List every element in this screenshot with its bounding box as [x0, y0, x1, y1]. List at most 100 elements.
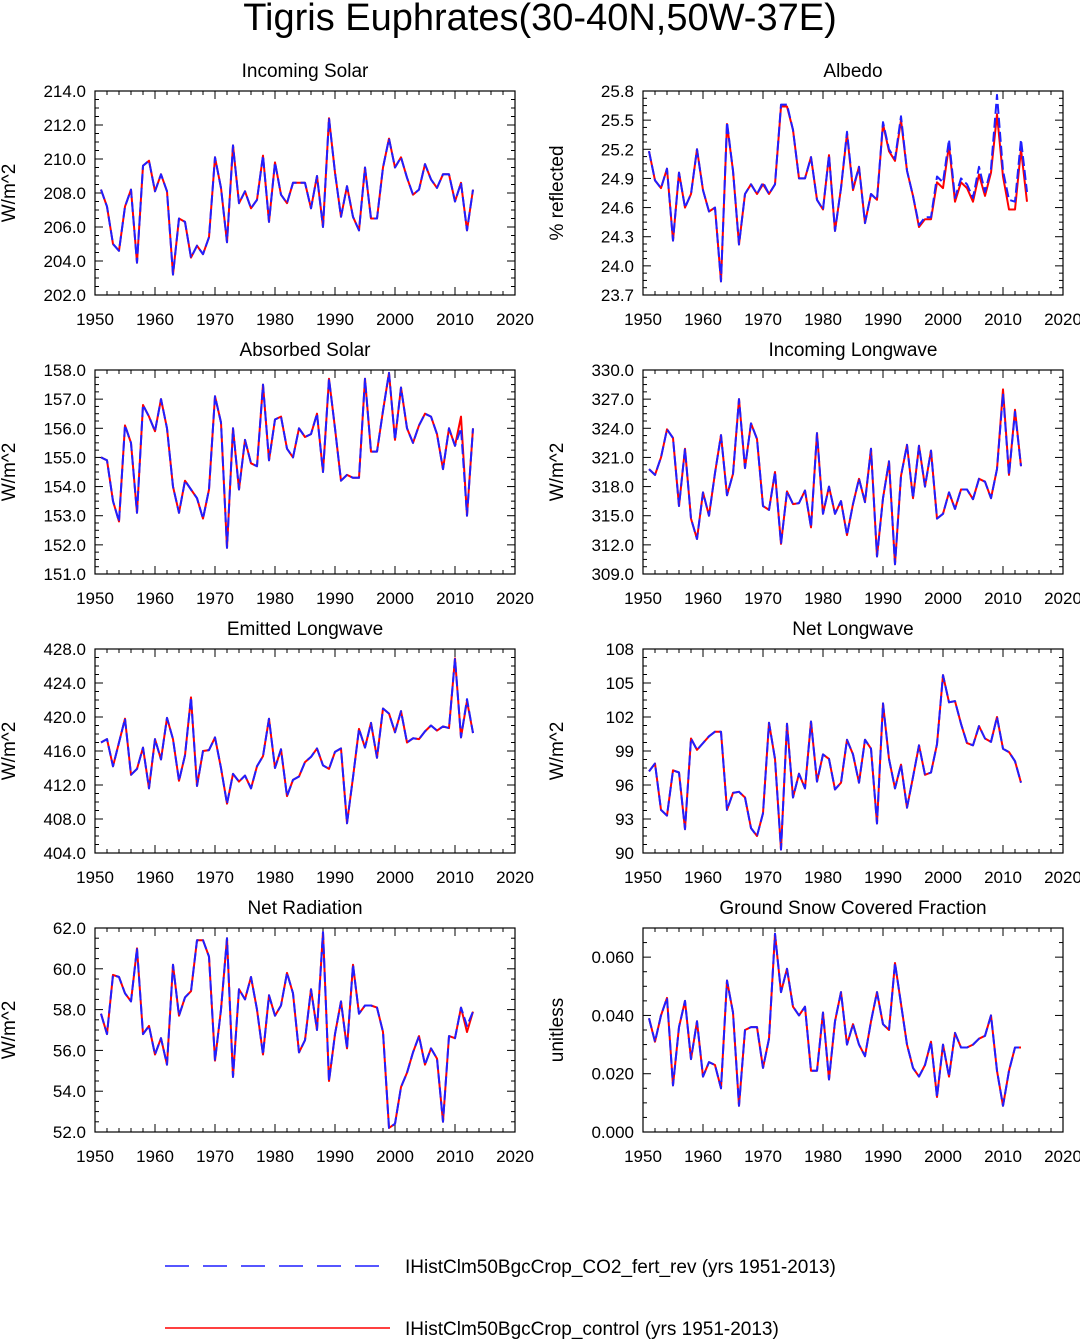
- legend-label-control: IHistClm50BgcCrop_control (yrs 1951-2013…: [405, 1319, 779, 1340]
- y-tick-label: 154.0: [43, 478, 86, 497]
- y-axis-label: % reflected: [547, 145, 568, 240]
- panel-title: Emitted Longwave: [227, 619, 383, 640]
- y-tick-label: 416.0: [43, 742, 86, 761]
- x-tick-label: 1980: [256, 310, 294, 329]
- series-line-co2-fert-rev: [100, 371, 474, 549]
- y-tick-label: 0.040: [591, 1006, 634, 1025]
- x-tick-label: 1980: [256, 868, 294, 887]
- chart-panel: Incoming Solar W/m^2 1950 1960 1970 1980 1990 2…: [0, 61, 534, 329]
- x-tick-label: 1950: [76, 310, 114, 329]
- x-tick-label: 2010: [436, 1147, 474, 1166]
- y-tick-label: 210.0: [43, 150, 86, 169]
- x-tick-label: 1970: [744, 589, 782, 608]
- y-tick-label: 324.0: [591, 419, 634, 438]
- chart-panel: Ground Snow Covered Fraction unitless 1950…: [547, 898, 1080, 1166]
- y-tick-label: 108: [606, 640, 634, 659]
- y-tick-label: 102: [606, 708, 634, 727]
- x-tick-label: 1950: [624, 868, 662, 887]
- x-tick-label: 1980: [256, 589, 294, 608]
- x-tick-label: 1970: [196, 1147, 234, 1166]
- y-tick-label: 56.0: [53, 1041, 86, 1060]
- series-line-control: [100, 371, 474, 549]
- y-tick-label: 330.0: [591, 361, 634, 380]
- panel-title: Ground Snow Covered Fraction: [719, 898, 986, 919]
- y-tick-label: 99: [615, 742, 634, 761]
- y-tick-label: 428.0: [43, 640, 86, 659]
- series-line-co2-fert-rev: [100, 117, 474, 276]
- x-tick-label: 2000: [924, 589, 962, 608]
- y-axis-label: W/m^2: [0, 1001, 20, 1060]
- x-tick-label: 2020: [496, 310, 534, 329]
- y-tick-label: 0.020: [591, 1065, 634, 1084]
- y-tick-label: 153.0: [43, 507, 86, 526]
- x-tick-label: 2010: [436, 589, 474, 608]
- panel-title: Incoming Longwave: [769, 340, 938, 361]
- y-tick-label: 60.0: [53, 960, 86, 979]
- y-axis-label: W/m^2: [0, 722, 20, 781]
- x-tick-label: 2010: [984, 310, 1022, 329]
- panel-title: Net Radiation: [247, 898, 362, 919]
- x-tick-label: 1950: [76, 1147, 114, 1166]
- x-tick-label: 2020: [1044, 589, 1080, 608]
- x-tick-label: 1980: [804, 589, 842, 608]
- y-tick-label: 25.5: [601, 111, 634, 130]
- x-tick-label: 2000: [376, 310, 414, 329]
- y-tick-label: 25.2: [601, 140, 634, 159]
- x-tick-label: 1960: [684, 868, 722, 887]
- x-tick-label: 1990: [864, 868, 902, 887]
- plot-frame: [642, 369, 1064, 575]
- x-tick-label: 2000: [924, 868, 962, 887]
- y-tick-label: 408.0: [43, 810, 86, 829]
- series-line-control: [100, 117, 474, 276]
- plot-frame: [642, 927, 1064, 1133]
- y-tick-label: 23.7: [601, 286, 634, 305]
- x-tick-label: 1950: [624, 589, 662, 608]
- y-tick-label: 157.0: [43, 390, 86, 409]
- plot-frame: [94, 369, 516, 575]
- plot-frame: [94, 927, 516, 1133]
- panel-title: Absorbed Solar: [240, 340, 372, 361]
- x-tick-label: 1990: [316, 868, 354, 887]
- y-axis-label: W/m^2: [547, 443, 568, 502]
- chart-panel: Net Longwave W/m^2 1950 1960 1970 1980 1990 200…: [547, 619, 1080, 887]
- x-tick-label: 1950: [76, 868, 114, 887]
- x-tick-label: 1960: [136, 310, 174, 329]
- y-tick-label: 155.0: [43, 448, 86, 467]
- x-tick-label: 1990: [864, 1147, 902, 1166]
- x-tick-label: 2010: [984, 589, 1022, 608]
- x-tick-label: 1980: [804, 868, 842, 887]
- plot-frame: [642, 648, 1064, 854]
- y-tick-label: 156.0: [43, 419, 86, 438]
- x-tick-label: 2020: [1044, 868, 1080, 887]
- y-tick-label: 93: [615, 810, 634, 829]
- y-tick-label: 315.0: [591, 507, 634, 526]
- y-tick-label: 24.3: [601, 228, 634, 247]
- x-tick-label: 2010: [436, 868, 474, 887]
- y-tick-label: 214.0: [43, 82, 86, 101]
- series-line-control: [648, 674, 1022, 851]
- plot-frame: [94, 90, 516, 296]
- x-tick-label: 1980: [804, 310, 842, 329]
- x-tick-label: 2020: [496, 868, 534, 887]
- y-tick-label: 152.0: [43, 536, 86, 555]
- legend: IHistClm50BgcCrop_CO2_fert_rev (yrs 1951…: [165, 1257, 836, 1340]
- y-tick-label: 212.0: [43, 116, 86, 135]
- y-tick-label: 52.0: [53, 1123, 86, 1142]
- y-tick-label: 318.0: [591, 478, 634, 497]
- x-tick-label: 2000: [376, 589, 414, 608]
- chart-panel: Absorbed Solar W/m^2 1950 1960 1970 1980 1990 2…: [0, 340, 534, 608]
- x-tick-label: 1970: [744, 1147, 782, 1166]
- x-tick-label: 1980: [256, 1147, 294, 1166]
- series-line-control: [648, 388, 1022, 566]
- y-tick-label: 151.0: [43, 565, 86, 584]
- x-tick-label: 1960: [136, 589, 174, 608]
- y-tick-label: 54.0: [53, 1082, 86, 1101]
- x-tick-label: 2000: [376, 1147, 414, 1166]
- chart-panel: Emitted Longwave W/m^2 1950 1960 1970 1980 199…: [0, 619, 534, 887]
- y-axis-label: W/m^2: [0, 164, 20, 223]
- x-tick-label: 1980: [804, 1147, 842, 1166]
- y-tick-label: 321.0: [591, 448, 634, 467]
- y-tick-label: 0.000: [591, 1123, 634, 1142]
- x-tick-label: 2000: [924, 310, 962, 329]
- series-line-co2-fert-rev: [100, 931, 474, 1129]
